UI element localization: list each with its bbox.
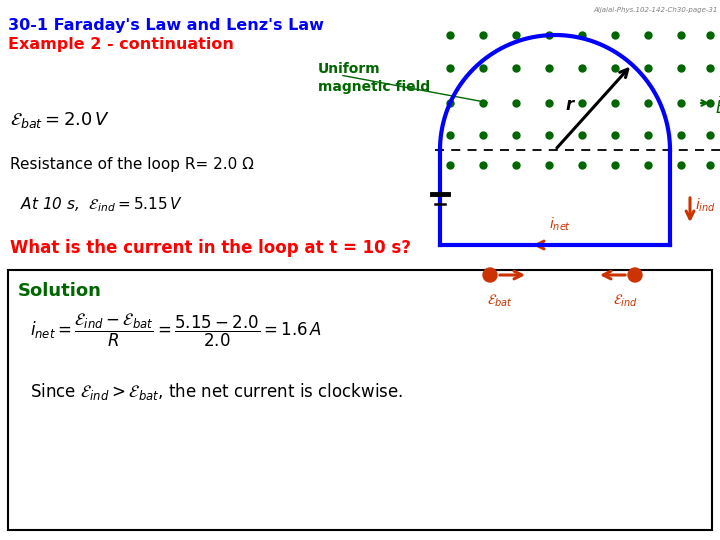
Text: Aljalal-Phys.102-142-Ch30-page-31: Aljalal-Phys.102-142-Ch30-page-31 <box>593 7 718 13</box>
Text: r: r <box>565 96 573 114</box>
Circle shape <box>483 268 497 282</box>
Text: $i_{net}$: $i_{net}$ <box>549 215 571 233</box>
Text: Solution: Solution <box>18 282 102 300</box>
Text: Uniform
magnetic field: Uniform magnetic field <box>318 62 430 94</box>
Text: Resistance of the loop R= 2.0 Ω: Resistance of the loop R= 2.0 Ω <box>10 158 254 172</box>
Text: Example 2 - continuation: Example 2 - continuation <box>8 37 234 52</box>
Text: $\vec{B}$: $\vec{B}$ <box>715 96 720 118</box>
Bar <box>8 270 712 530</box>
Text: $\mathcal{E}_{bat}$: $\mathcal{E}_{bat}$ <box>487 293 513 309</box>
Text: 30-1 Faraday's Law and Lenz's Law: 30-1 Faraday's Law and Lenz's Law <box>8 18 324 33</box>
Text: Since $\mathcal{E}_{ind} > \mathcal{E}_{bat}$, the net current is clockwise.: Since $\mathcal{E}_{ind} > \mathcal{E}_{… <box>30 381 403 402</box>
Text: $i_{ind}$: $i_{ind}$ <box>695 197 716 214</box>
Circle shape <box>628 268 642 282</box>
Text: $\mathcal{E}_{bat} = 2.0\,V$: $\mathcal{E}_{bat} = 2.0\,V$ <box>10 110 110 130</box>
Text: At 10 s,  $\mathcal{E}_{ind} = 5.15\,V$: At 10 s, $\mathcal{E}_{ind} = 5.15\,V$ <box>20 195 183 214</box>
Text: $i_{net} = \dfrac{\mathcal{E}_{ind}-\mathcal{E}_{bat}}{R} = \dfrac{5.15 - 2.0}{2: $i_{net} = \dfrac{\mathcal{E}_{ind}-\mat… <box>30 312 322 349</box>
Text: What is the current in the loop at t = 10 s?: What is the current in the loop at t = 1… <box>10 239 411 257</box>
Text: $\mathcal{E}_{ind}$: $\mathcal{E}_{ind}$ <box>613 293 637 309</box>
